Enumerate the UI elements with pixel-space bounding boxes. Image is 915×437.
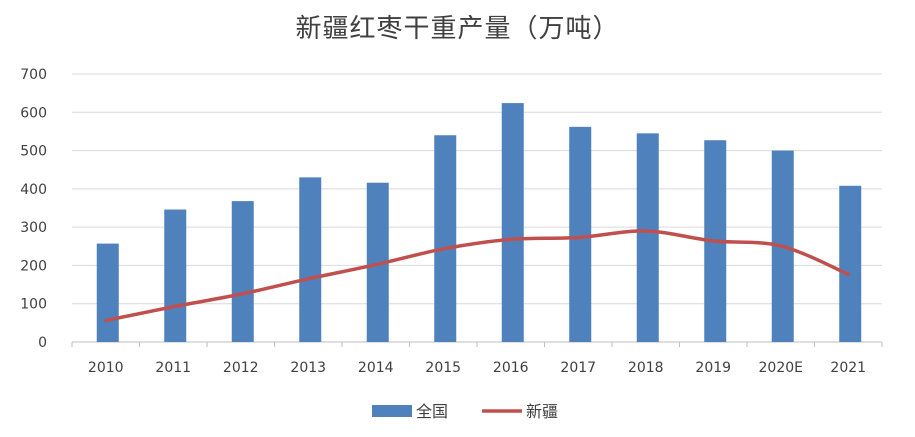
bar-quanguo [569, 126, 592, 342]
bar-quanguo [231, 201, 254, 342]
bar-quanguo [96, 243, 119, 342]
bar-quanguo [434, 135, 457, 342]
chart-title: 新疆红枣干重产量（万吨） [295, 14, 620, 44]
y-tick-label: 0 [38, 335, 47, 351]
legend-label-quanguo: 全国 [416, 402, 448, 421]
y-tick-label: 600 [20, 105, 47, 121]
bar-quanguo [299, 177, 322, 342]
bar-quanguo [164, 209, 187, 342]
x-tick-label: 2016 [493, 360, 529, 376]
y-tick-label: 400 [20, 182, 47, 198]
x-tick-label: 2010 [88, 360, 124, 376]
bar-quanguo [839, 185, 862, 342]
x-tick-label: 2018 [628, 360, 664, 376]
bar-quanguo [366, 182, 389, 342]
line-xinjiang [104, 229, 850, 323]
legend-swatch-quanguo [372, 405, 412, 417]
bar-quanguo [501, 103, 524, 343]
x-tick-label: 2011 [155, 360, 191, 376]
x-tick-label: 2021 [830, 360, 866, 376]
x-tick-label: 2013 [290, 360, 326, 376]
y-tick-label: 700 [20, 67, 47, 83]
y-tick-label: 500 [20, 144, 47, 160]
bar-quanguo [636, 133, 659, 342]
y-tick-label: 200 [20, 258, 47, 274]
x-tick-label: 2012 [223, 360, 259, 376]
x-tick-label: 2019 [695, 360, 731, 376]
x-tick-label: 2015 [425, 360, 461, 376]
x-tick-label: 2017 [560, 360, 596, 376]
legend-label-xinjiang: 新疆 [526, 402, 558, 421]
y-tick-label: 100 [20, 297, 47, 313]
x-tick-label: 2020E [759, 360, 803, 376]
x-tick-label: 2014 [358, 360, 394, 376]
y-tick-label: 300 [20, 220, 47, 236]
